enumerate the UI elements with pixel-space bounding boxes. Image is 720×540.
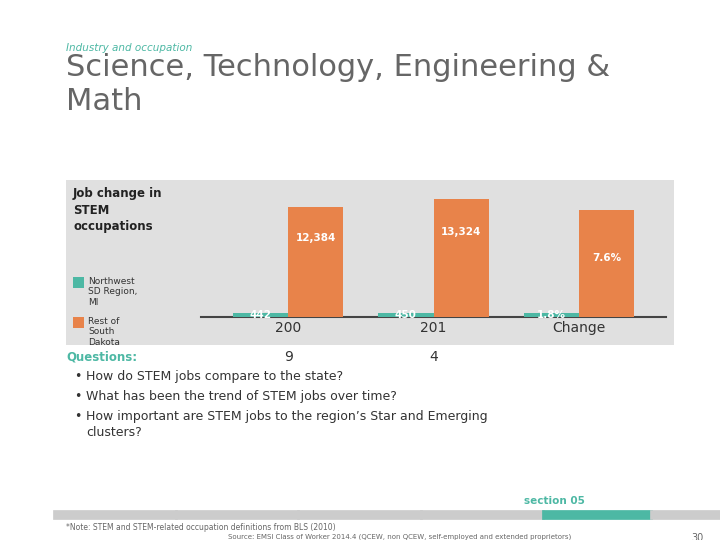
Text: 442: 442 [250, 310, 271, 320]
Bar [233, 313, 288, 317]
Text: 30: 30 [692, 533, 704, 540]
FancyBboxPatch shape [66, 180, 674, 345]
Text: Rest of
South
Dakota: Rest of South Dakota [88, 317, 120, 347]
Text: What has been the trend of STEM jobs over time?: What has been the trend of STEM jobs ove… [86, 390, 397, 403]
Text: Industry and occupation: Industry and occupation [66, 43, 192, 53]
Bar [288, 207, 343, 317]
Text: Questions:: Questions: [66, 350, 137, 363]
Text: *Note: STEM and STEM-related occupation definitions from BLS (2010): *Note: STEM and STEM-related occupation … [66, 523, 336, 532]
Text: How important are STEM jobs to the region’s Star and Emerging
clusters?: How important are STEM jobs to the regio… [86, 410, 487, 439]
Bar [433, 199, 489, 317]
Text: 7.6%: 7.6% [592, 253, 621, 264]
FancyBboxPatch shape [73, 317, 84, 328]
Bar [523, 313, 579, 317]
Text: 1.8%: 1.8% [536, 310, 566, 320]
Text: 450: 450 [395, 310, 417, 320]
Bar [378, 313, 433, 317]
Text: 13,324: 13,324 [441, 227, 481, 237]
Text: How do STEM jobs compare to the state?: How do STEM jobs compare to the state? [86, 370, 343, 383]
Text: Source: EMSI Class of Worker 2014.4 (QCEW, non QCEW, self-employed and extended : Source: EMSI Class of Worker 2014.4 (QCE… [228, 533, 572, 539]
Text: section 05: section 05 [523, 496, 585, 506]
Text: •: • [74, 390, 81, 403]
Text: 4: 4 [429, 350, 438, 364]
Text: Northwest
SD Region,
MI: Northwest SD Region, MI [88, 277, 138, 307]
Text: Science, Technology, Engineering &
Math: Science, Technology, Engineering & Math [66, 53, 610, 116]
Bar [579, 211, 634, 317]
FancyBboxPatch shape [73, 277, 84, 288]
Text: •: • [74, 410, 81, 423]
Text: •: • [74, 370, 81, 383]
Text: Job change in
STEM
occupations: Job change in STEM occupations [73, 187, 163, 233]
Text: 12,384: 12,384 [296, 233, 336, 243]
Text: 9: 9 [284, 350, 292, 364]
